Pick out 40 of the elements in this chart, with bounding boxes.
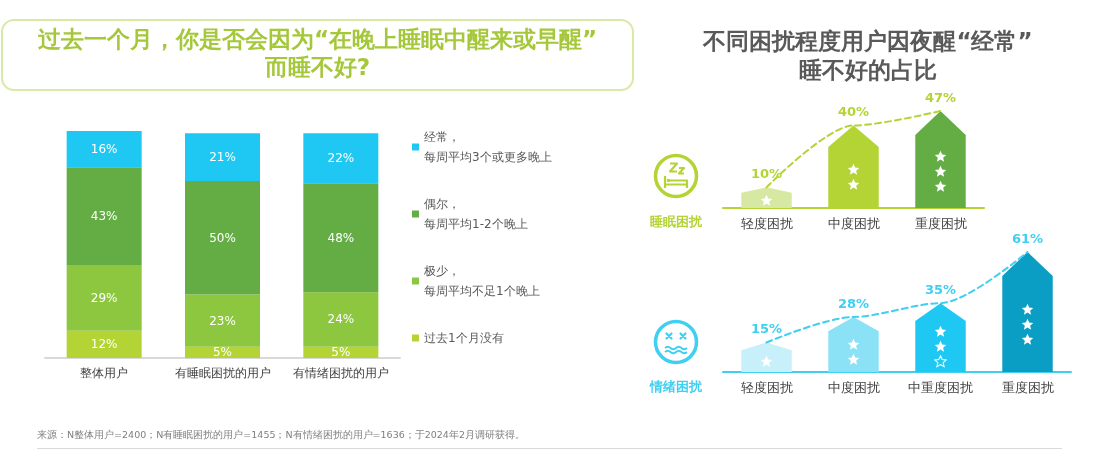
legend-label: 极少，每周平均不足1个晚上 xyxy=(423,264,540,298)
bar xyxy=(185,133,260,181)
x-tick-label: 有睡眠困扰的用户 xyxy=(174,366,271,380)
bar xyxy=(185,294,260,347)
data-label: 5% xyxy=(212,345,233,360)
x-tick-label: 轻度困扰 xyxy=(740,380,793,395)
bar xyxy=(303,292,379,347)
data-label: 16% xyxy=(90,142,118,157)
bar xyxy=(66,330,142,358)
x-tick-label: 有情绪困扰的用户 xyxy=(292,366,389,380)
bar xyxy=(303,133,379,184)
data-label: 50% xyxy=(209,230,236,245)
legend-label: 偶尔，每周平均1-2个晚上 xyxy=(424,197,528,231)
x-tick-label: 整体用户 xyxy=(80,366,129,380)
x-tick-label: 中重度困扰 xyxy=(908,380,973,395)
data-label: 15% xyxy=(750,321,783,337)
data-label: 35% xyxy=(924,282,957,298)
data-label: 48% xyxy=(327,230,355,245)
data-label: 61% xyxy=(1011,231,1044,246)
data-label: 29% xyxy=(90,290,118,305)
data-label: 28% xyxy=(837,295,870,311)
bar xyxy=(66,264,142,331)
data-label: 21% xyxy=(209,150,236,165)
x-tick-label: 重度困扰 xyxy=(1001,380,1054,395)
source-note: 来源：N整体用户=2400；N有睡眠困扰的用户=1455；N有情绪困扰的用户=1636；于2024年2月调研获得。 xyxy=(37,429,525,442)
bar xyxy=(185,180,260,295)
bar xyxy=(66,167,142,265)
data-label: 24% xyxy=(327,312,355,327)
data-label: 23% xyxy=(209,313,236,328)
chart-title: 过去一个月，你是否会因为“在晚上睡眠中醒来或早醒” 而睡不好? xyxy=(1,19,634,91)
legend-label: 过去1个月没有 xyxy=(424,331,504,345)
legend-label: 经常，每周平均3个或更多晚上 xyxy=(424,130,552,164)
y-axis-title: 情绪困扰 xyxy=(648,378,703,396)
x-tick-label: 中度困扰 xyxy=(827,380,880,395)
data-label: 5% xyxy=(331,345,351,360)
bar xyxy=(303,183,379,293)
data-label: 22% xyxy=(327,151,355,166)
data-label: 43% xyxy=(90,209,118,224)
bar xyxy=(66,131,142,168)
data-label: 12% xyxy=(90,337,118,352)
